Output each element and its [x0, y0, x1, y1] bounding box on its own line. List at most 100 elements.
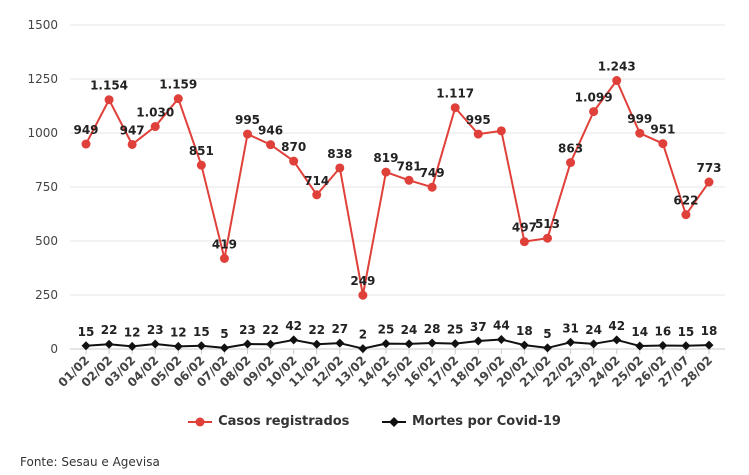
- y-tick-label: 1250: [27, 72, 58, 86]
- casos-data-label: 622: [673, 194, 698, 208]
- mortes-data-label: 23: [147, 323, 164, 337]
- casos-data-label: 995: [235, 113, 260, 127]
- casos-data-label: 497: [512, 221, 537, 235]
- casos-data-label: 1.243: [598, 60, 636, 74]
- casos-point: [589, 107, 599, 117]
- mortes-data-label: 22: [308, 323, 325, 337]
- mortes-data-label: 15: [193, 325, 210, 339]
- casos-data-label: 949: [73, 123, 98, 137]
- casos-data-label: 714: [304, 174, 329, 188]
- mortes-data-label: 42: [285, 319, 302, 333]
- casos-point: [173, 94, 183, 104]
- line-chart: 0 250 500 750 1000 1250 1500 01/0202/0203/0204…: [27, 18, 725, 390]
- mortes-point: [635, 341, 645, 351]
- casos-data-label: 1.030: [136, 106, 174, 120]
- casos-point: [243, 129, 253, 139]
- mortes-point: [312, 339, 322, 349]
- casos-point: [219, 253, 229, 263]
- mortes-data-label: 28: [424, 322, 441, 336]
- mortes-data-label: 24: [585, 323, 602, 337]
- casos-point: [473, 129, 483, 139]
- mortes-point: [243, 339, 253, 349]
- mortes-point: [658, 341, 668, 351]
- mortes-point: [589, 339, 599, 349]
- casos-data-label: 419: [212, 237, 237, 251]
- legend-item-casos[interactable]: Casos registrados: [188, 414, 349, 429]
- mortes-data-label: 25: [378, 323, 395, 337]
- y-tick-label: 1500: [27, 18, 58, 32]
- casos-point: [358, 290, 368, 300]
- casos-data-label: 819: [373, 151, 398, 165]
- legend-item-mortes[interactable]: Mortes por Covid-19: [381, 414, 561, 429]
- mortes-point: [427, 338, 437, 348]
- source-note: Fonte: Sesau e Agevisa: [20, 455, 160, 469]
- mortes-point: [81, 341, 91, 351]
- mortes-point: [519, 340, 529, 350]
- y-tick-label: 750: [35, 180, 58, 194]
- mortes-data-label: 12: [170, 325, 187, 339]
- mortes-point: [150, 339, 160, 349]
- mortes-data-label: 18: [701, 324, 718, 338]
- casos-point: [196, 160, 206, 170]
- mortes-point: [335, 338, 345, 348]
- casos-point: [450, 103, 460, 113]
- mortes-point: [104, 339, 114, 349]
- mortes-data-label: 15: [678, 325, 695, 339]
- mortes-data-label: 12: [124, 325, 141, 339]
- casos-data-label: 249: [350, 274, 375, 288]
- casos-data-label: 1.117: [436, 87, 474, 101]
- mortes-point: [381, 339, 391, 349]
- casos-data-label: 1.099: [575, 91, 613, 105]
- y-tick-label: 1000: [27, 126, 58, 140]
- y-tick-label: 500: [35, 234, 58, 248]
- casos-data-label: 995: [466, 113, 491, 127]
- y-tick-label: 0: [50, 342, 58, 356]
- casos-point: [519, 237, 529, 247]
- mortes-data-label: 44: [493, 318, 510, 332]
- mortes-data-label: 22: [101, 323, 118, 337]
- mortes-data-label: 27: [331, 322, 348, 336]
- casos-point: [681, 210, 691, 220]
- casos-data-label: 513: [535, 217, 560, 231]
- mortes-point: [473, 336, 483, 346]
- casos-point: [635, 128, 645, 138]
- mortes-data-label: 42: [608, 319, 625, 333]
- legend-label-casos: Casos registrados: [218, 414, 350, 429]
- mortes-data-label: 37: [470, 320, 487, 334]
- casos-data-label: 851: [189, 144, 214, 158]
- mortes-point: [358, 344, 368, 354]
- mortes-data-label: 24: [401, 323, 418, 337]
- casos-point: [335, 163, 345, 173]
- mortes-data-label: 22: [262, 323, 279, 337]
- casos-point: [704, 177, 714, 187]
- mortes-data-label: 25: [447, 323, 464, 337]
- casos-data-label: 946: [258, 124, 283, 138]
- mortes-data-label: 5: [543, 327, 551, 341]
- casos-data-label: 1.154: [90, 79, 128, 93]
- y-axis: 0 250 500 750 1000 1250 1500: [27, 18, 58, 356]
- y-tick-label: 250: [35, 288, 58, 302]
- casos-data-label: 781: [397, 159, 422, 173]
- casos-point: [127, 139, 137, 149]
- mortes-point: [173, 341, 183, 351]
- mortes-point: [496, 334, 506, 344]
- casos-data-label: 773: [696, 161, 721, 175]
- series-mortes-por-covid: 15 22 12 23 12 15 5 23 22 42 22 27 2 25 24 28 25 37 44 18 5 3…: [78, 318, 718, 354]
- mortes-data-label: 16: [655, 325, 672, 339]
- casos-point: [542, 233, 552, 243]
- mortes-data-label: 18: [516, 324, 533, 338]
- mortes-point: [266, 339, 276, 349]
- casos-data-label: 838: [327, 147, 352, 161]
- casos-point: [312, 190, 322, 200]
- x-axis: 01/0202/0203/0204/0205/0206/0207/0208/02…: [56, 348, 725, 390]
- mortes-point: [219, 343, 229, 353]
- circle-marker-icon: [188, 417, 213, 426]
- mortes-point: [450, 339, 460, 349]
- casos-point: [150, 122, 160, 132]
- mortes-data-label: 23: [239, 323, 256, 337]
- mortes-point: [542, 343, 552, 353]
- legend-label-mortes: Mortes por Covid-19: [411, 414, 561, 429]
- mortes-data-label: 5: [220, 327, 228, 341]
- gridlines: [70, 24, 725, 350]
- mortes-data-label: 2: [359, 328, 367, 342]
